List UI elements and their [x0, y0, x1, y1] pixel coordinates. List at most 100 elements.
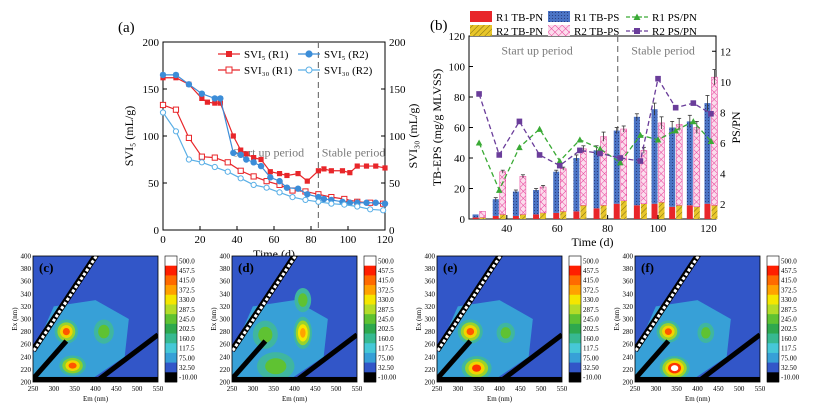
panel-b-ratio-point [637, 131, 644, 138]
panel-a-data-point [185, 81, 193, 88]
eem-y-tick-label: 200 [220, 379, 231, 387]
eem-peak [701, 327, 711, 339]
panel-a-x-tick-label: 80 [306, 234, 318, 246]
eem-y-axis-title: Ex (nm) [11, 307, 19, 331]
colorbar-swatch [569, 265, 581, 276]
panel-b-bar [540, 212, 547, 219]
colorbar-frame [363, 255, 377, 383]
colorbar-label: 500.0 [378, 257, 394, 265]
panel-b-y2-tick-label: 4 [720, 168, 726, 180]
panel-b-period-label: Start up period [501, 43, 572, 57]
colorbar-label: 330.0 [378, 296, 394, 304]
colorbar-swatch [165, 285, 177, 296]
colorbar-label: 245.0 [378, 316, 394, 324]
eem-y-tick-label: 400 [425, 253, 436, 261]
panel-a-data-point [251, 155, 257, 161]
eem-y-tick-label: 260 [21, 341, 32, 349]
panel-a-data-point [283, 184, 291, 191]
panel-a-data-point [185, 134, 193, 141]
eem-x-tick-label: 250 [28, 385, 39, 393]
panel-b-bar [658, 202, 665, 219]
colorbar-label: 457.5 [179, 267, 195, 275]
panel-b-bar [519, 176, 527, 215]
panel-a-data-point [263, 184, 270, 191]
eem-scatter-band [33, 339, 69, 381]
eem-peak [68, 362, 77, 369]
panel-a-data-point [198, 153, 205, 160]
panel-b-ratio-point [690, 100, 697, 106]
panel-a-series-line [162, 112, 384, 211]
panel-a-data-point [321, 166, 327, 172]
colorbar-swatch [364, 352, 376, 364]
panel-a-data-point [212, 100, 218, 106]
panel-b-y-tick-label: 80 [454, 92, 466, 104]
eem-y-tick-label: 360 [21, 278, 32, 286]
panel-b-x-axis-title: Time (d) [572, 235, 614, 249]
panel-a-data-point [339, 168, 346, 174]
eem-y-tick-label: 240 [220, 353, 231, 361]
panel-b-y-tick-label: 60 [454, 123, 466, 135]
eem-x-tick-label: 300 [248, 385, 259, 393]
eem-x-tick-label: 550 [557, 385, 568, 393]
panel-b-bar [573, 211, 580, 219]
colorbar-swatch [569, 362, 581, 373]
panel-a-data-point [250, 159, 257, 166]
panel-a-data-point [363, 163, 370, 169]
colorbar-label: 245.0 [583, 316, 599, 324]
eem-y-tick-label: 300 [21, 316, 32, 324]
panel-a-y-tick-label: 150 [143, 84, 160, 96]
eem-bottom-band [437, 376, 562, 382]
colorbar-swatch [767, 333, 779, 344]
colorbar-swatch [165, 265, 177, 276]
colorbar-label: 32.50 [583, 364, 599, 372]
colorbar-label: 245.0 [781, 316, 797, 324]
panel-b-bar [492, 199, 499, 216]
eem-fluorescence-region [437, 300, 533, 382]
panel-b-bar [593, 150, 600, 209]
panel-b-bar [559, 168, 567, 212]
colorbar-label: 372.5 [583, 286, 599, 294]
colorbar-label: 75.00 [583, 354, 599, 362]
eem-y-tick-label: 220 [220, 366, 231, 374]
panel-a-data-point [276, 171, 283, 177]
panel-b-bar [573, 158, 580, 212]
eem-x-tick-label: 350 [473, 385, 484, 393]
eem-x-tick-label: 450 [111, 385, 122, 393]
eem-panel-label: (e) [443, 260, 457, 275]
panel-a-data-point [238, 147, 244, 153]
colorbar-swatch [364, 333, 376, 344]
panel-a-data-point [224, 168, 231, 175]
panel-b-bar [533, 214, 540, 219]
eem-y-tick-label: 300 [425, 316, 436, 324]
eem-scatter-band [93, 332, 158, 382]
panel-a-label: (a) [118, 20, 135, 36]
panel-b-ratio-point [655, 75, 661, 82]
eem-plot-area [33, 256, 158, 382]
panel-a-data-point [347, 170, 353, 176]
legend-swatch-marker [305, 50, 313, 58]
panel-a-x-tick-label: 60 [269, 234, 281, 246]
legend-swatch-marker [634, 28, 640, 34]
colorbar-label: 117.5 [179, 345, 195, 353]
panel-a-y2-tick-label: 100 [389, 131, 406, 143]
panel-a-data-point [159, 71, 167, 79]
colorbar-label: 32.50 [781, 364, 797, 372]
eem-x-tick-label: 500 [331, 385, 342, 393]
eem-x-tick-label: 350 [268, 385, 279, 393]
eem-x-tick-label: 300 [49, 385, 60, 393]
panel-b-bar [600, 136, 607, 206]
colorbar-label: 75.00 [179, 354, 195, 362]
eem-y-tick-label: 340 [623, 290, 634, 298]
eem-y-tick-label: 320 [21, 303, 32, 311]
colorbar-label: 160.0 [781, 335, 797, 343]
panel-a-data-point [328, 168, 334, 174]
eem-scatter-band [695, 332, 760, 382]
colorbar-label: 75.00 [378, 354, 394, 362]
panel-b-x-tick-label: 80 [602, 223, 614, 235]
panel-b-ratio-point [556, 157, 564, 164]
panel-b-y2-tick-label: 12 [720, 46, 731, 58]
legend-label: SVI₅ (R2) [324, 49, 369, 61]
colorbar-swatch [364, 265, 376, 276]
panel-a-y-tick-label: 100 [143, 131, 160, 143]
panel-a-x-tick-label: 100 [340, 234, 357, 246]
